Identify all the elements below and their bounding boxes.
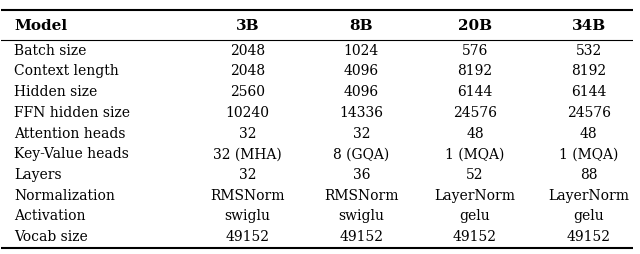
Text: Vocab size: Vocab size: [14, 230, 88, 244]
Text: 8 (GQA): 8 (GQA): [333, 147, 389, 161]
Text: 32 (MHA): 32 (MHA): [213, 147, 282, 161]
Text: RMSNorm: RMSNorm: [324, 189, 399, 203]
Text: Activation: Activation: [14, 210, 86, 224]
Text: 4096: 4096: [344, 65, 379, 78]
Text: 3B: 3B: [236, 19, 259, 33]
Text: 2560: 2560: [230, 85, 265, 99]
Text: 1024: 1024: [344, 44, 379, 58]
Text: Key-Value heads: Key-Value heads: [14, 147, 129, 161]
Text: 2048: 2048: [230, 44, 265, 58]
Text: gelu: gelu: [573, 210, 604, 224]
Text: swiglu: swiglu: [225, 210, 271, 224]
Text: 6144: 6144: [571, 85, 606, 99]
Text: Attention heads: Attention heads: [14, 126, 125, 141]
Text: 14336: 14336: [339, 106, 383, 120]
Text: 1 (MQA): 1 (MQA): [445, 147, 505, 161]
Text: RMSNorm: RMSNorm: [211, 189, 285, 203]
Text: 48: 48: [466, 126, 484, 141]
Text: 32: 32: [239, 126, 257, 141]
Text: 49152: 49152: [566, 230, 611, 244]
Text: 49152: 49152: [339, 230, 383, 244]
Text: 49152: 49152: [226, 230, 269, 244]
Text: FFN hidden size: FFN hidden size: [14, 106, 130, 120]
Text: 576: 576: [462, 44, 488, 58]
Text: 10240: 10240: [226, 106, 269, 120]
Text: 6144: 6144: [458, 85, 493, 99]
Text: 1 (MQA): 1 (MQA): [559, 147, 618, 161]
Text: 34B: 34B: [572, 19, 605, 33]
Text: LayerNorm: LayerNorm: [435, 189, 515, 203]
Text: 32: 32: [239, 168, 257, 182]
Text: Context length: Context length: [14, 65, 119, 78]
Text: 24576: 24576: [566, 106, 611, 120]
Text: 4096: 4096: [344, 85, 379, 99]
Text: 8B: 8B: [349, 19, 373, 33]
Text: 532: 532: [575, 44, 602, 58]
Text: 48: 48: [580, 126, 598, 141]
Text: 36: 36: [353, 168, 370, 182]
Text: swiglu: swiglu: [339, 210, 384, 224]
Text: 88: 88: [580, 168, 597, 182]
Text: 20B: 20B: [458, 19, 492, 33]
Text: LayerNorm: LayerNorm: [548, 189, 629, 203]
Text: Hidden size: Hidden size: [14, 85, 97, 99]
Text: 8192: 8192: [458, 65, 493, 78]
Text: 52: 52: [466, 168, 484, 182]
Text: 49152: 49152: [453, 230, 497, 244]
Text: 24576: 24576: [453, 106, 497, 120]
Text: 8192: 8192: [571, 65, 606, 78]
Text: Batch size: Batch size: [14, 44, 86, 58]
Text: gelu: gelu: [460, 210, 490, 224]
Text: Model: Model: [14, 19, 67, 33]
Text: 2048: 2048: [230, 65, 265, 78]
Text: Normalization: Normalization: [14, 189, 115, 203]
Text: 32: 32: [353, 126, 370, 141]
Text: Layers: Layers: [14, 168, 61, 182]
